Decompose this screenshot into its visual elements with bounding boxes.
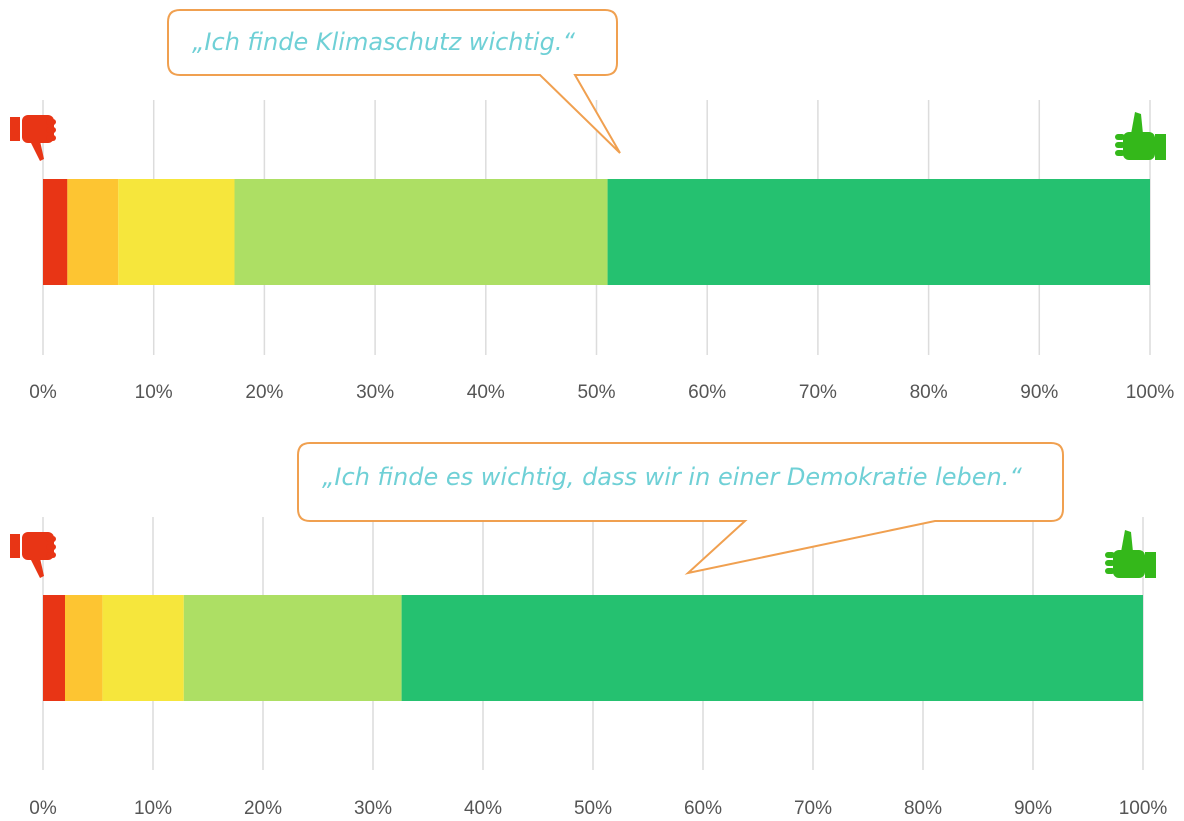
- thumbs-up-icon: [1105, 530, 1156, 578]
- bar-segment: [43, 595, 65, 701]
- x-tick-label: 80%: [904, 798, 942, 819]
- bar-segment: [65, 595, 103, 701]
- bar-segment: [118, 179, 235, 285]
- x-tick-label: 50%: [577, 382, 615, 403]
- thumbs-up-icon: [1115, 112, 1166, 160]
- x-tick-label: 0%: [29, 798, 57, 819]
- x-tick-label: 100%: [1119, 798, 1168, 819]
- x-tick-label: 20%: [245, 382, 283, 403]
- x-tick-label: 10%: [135, 382, 173, 403]
- bar-segment: [43, 179, 68, 285]
- x-tick-label: 10%: [134, 798, 172, 819]
- x-tick-label: 60%: [684, 798, 722, 819]
- x-tick-label: 70%: [799, 382, 837, 403]
- x-tick-label: 90%: [1020, 382, 1058, 403]
- thumbs-down-icon: [10, 532, 56, 578]
- x-tick-label: 30%: [356, 382, 394, 403]
- x-tick-label: 50%: [574, 798, 612, 819]
- bar-segment: [607, 179, 1150, 285]
- speech-bubble: [167, 9, 621, 154]
- bar-segment: [67, 179, 119, 285]
- x-tick-label: 20%: [244, 798, 282, 819]
- annotation: „Ich finde Klimaschutz wichtig.“: [192, 28, 575, 56]
- bar-segment: [234, 179, 608, 285]
- bar-segment: [183, 595, 402, 701]
- speech-bubble: [297, 442, 1064, 575]
- bar-segment: [102, 595, 184, 701]
- x-tick-label: 60%: [688, 382, 726, 403]
- x-tick-label: 40%: [464, 798, 502, 819]
- x-tick-label: 70%: [794, 798, 832, 819]
- x-tick-label: 30%: [354, 798, 392, 819]
- bar-segment: [401, 595, 1144, 701]
- x-tick-label: 80%: [910, 382, 948, 403]
- x-tick-label: 90%: [1014, 798, 1052, 819]
- x-tick-label: 0%: [29, 382, 57, 403]
- thumbs-down-icon: [10, 115, 56, 161]
- x-tick-label: 40%: [467, 382, 505, 403]
- annotation: „Ich finde es wichtig, dass wir in einer…: [322, 463, 1022, 491]
- x-tick-label: 100%: [1126, 382, 1175, 403]
